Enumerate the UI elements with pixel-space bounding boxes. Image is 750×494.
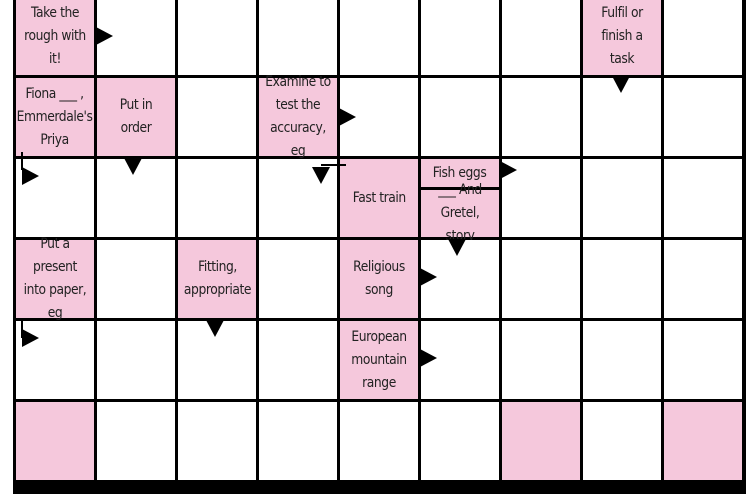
answer-cell[interactable] xyxy=(421,78,499,156)
arrow-stem xyxy=(21,152,23,170)
clue-cell: Fish eggs xyxy=(421,159,499,187)
answer-cell[interactable] xyxy=(502,321,580,399)
answer-cell[interactable] xyxy=(97,402,175,480)
clue-text: Fitting, appropriate xyxy=(183,259,251,298)
arrow-right-icon xyxy=(420,349,437,367)
arrow-right-icon xyxy=(500,161,517,179)
clue-text: Take the rough with it! xyxy=(24,4,86,67)
clue-cell: Fulfil or finish a task xyxy=(583,0,661,75)
clue-text: Fast train xyxy=(352,189,406,206)
answer-cell[interactable] xyxy=(259,240,337,318)
answer-cell[interactable] xyxy=(97,321,175,399)
answer-cell[interactable] xyxy=(502,78,580,156)
clue-cell: Fast train xyxy=(340,159,418,237)
split-clue-cell: Fish eggs ___ And Gretel, story xyxy=(421,159,499,244)
arrow-down-icon xyxy=(448,239,466,256)
answer-cell[interactable] xyxy=(421,0,499,75)
clue-cell: Take the rough with it! xyxy=(16,0,94,75)
clue-text: Fiona ___ , Emmerdale's Priya xyxy=(17,85,93,148)
answer-cell[interactable] xyxy=(664,0,742,75)
answer-cell[interactable] xyxy=(664,240,742,318)
answer-cell[interactable] xyxy=(583,240,661,318)
arrow-down-icon xyxy=(206,320,224,337)
answer-cell[interactable] xyxy=(259,321,337,399)
crossword-grid: Take the rough with it! Fulfil or finish … xyxy=(13,0,746,494)
clue-cell xyxy=(664,402,742,480)
answer-cell[interactable] xyxy=(583,402,661,480)
answer-cell[interactable] xyxy=(97,240,175,318)
clue-cell: Examine to test the accuracy, eg xyxy=(259,74,337,159)
answer-cell[interactable] xyxy=(259,0,337,75)
answer-cell[interactable] xyxy=(664,78,742,156)
arrow-right-icon xyxy=(22,329,39,347)
arrow-right-icon xyxy=(420,268,437,286)
clue-cell xyxy=(16,402,94,480)
arrow-right-icon xyxy=(339,108,356,126)
answer-cell[interactable] xyxy=(502,0,580,75)
answer-cell[interactable] xyxy=(340,402,418,480)
clue-cell: Fitting, appropriate xyxy=(178,240,256,318)
answer-cell[interactable] xyxy=(178,78,256,156)
arrow-down-icon xyxy=(124,158,142,175)
answer-cell[interactable] xyxy=(664,321,742,399)
answer-cell[interactable] xyxy=(178,0,256,75)
clue-cell: Religious song xyxy=(340,240,418,318)
answer-cell[interactable] xyxy=(259,402,337,480)
clue-text: Fulfil or finish a task xyxy=(601,4,643,67)
clue-text: European mountain range xyxy=(351,328,407,391)
clue-text: Religious song xyxy=(353,259,405,298)
clue-text: Put a present into paper, eg xyxy=(23,236,87,321)
clue-text: Examine to test the accuracy, eg xyxy=(265,74,331,159)
arrow-right-icon xyxy=(22,167,39,185)
clue-cell: Fiona ___ , Emmerdale's Priya xyxy=(16,78,94,156)
answer-cell[interactable] xyxy=(583,321,661,399)
answer-cell[interactable] xyxy=(178,159,256,237)
clue-cell: ___ And Gretel, story xyxy=(421,182,499,244)
clue-text: ___ And Gretel, story xyxy=(438,182,482,244)
arrow-right-icon xyxy=(96,27,113,45)
answer-cell[interactable] xyxy=(664,159,742,237)
answer-cell[interactable] xyxy=(421,402,499,480)
clue-cell: Put a present into paper, eg xyxy=(16,236,94,321)
clue-cell: Put in order xyxy=(97,78,175,156)
clue-cell: European mountain range xyxy=(340,321,418,399)
answer-cell[interactable] xyxy=(178,402,256,480)
arrow-down-icon xyxy=(312,167,330,184)
answer-cell[interactable] xyxy=(502,240,580,318)
arrow-down-icon xyxy=(612,76,630,93)
clue-cell xyxy=(502,402,580,480)
arrow-stem xyxy=(321,164,346,166)
answer-cell[interactable] xyxy=(583,159,661,237)
clue-text: Put in order xyxy=(119,97,153,136)
arrow-stem xyxy=(21,320,23,338)
answer-cell[interactable] xyxy=(340,0,418,75)
clue-text: Fish eggs xyxy=(433,164,487,181)
